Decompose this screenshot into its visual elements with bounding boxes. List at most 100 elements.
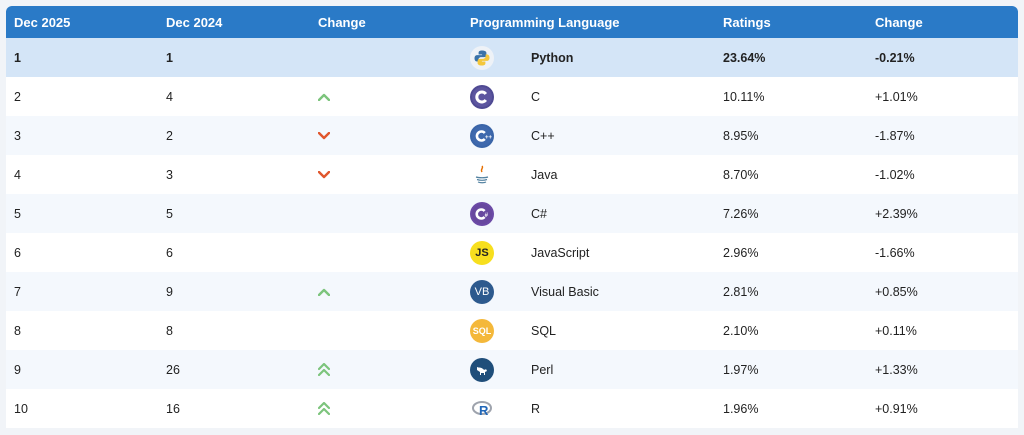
- c-logo-icon: [470, 84, 494, 109]
- language-logo-cell: #: [470, 201, 531, 226]
- language-name[interactable]: SQL: [531, 323, 557, 338]
- rating-value: 8.95%: [723, 128, 759, 143]
- language-name[interactable]: C#: [531, 206, 547, 221]
- rank-previous: 2: [166, 128, 173, 143]
- rank-previous: 5: [166, 206, 173, 221]
- logo-text: JS: [475, 246, 489, 259]
- rank-previous: 6: [166, 245, 173, 260]
- trend-up-icon: [318, 288, 470, 296]
- header-language[interactable]: Programming Language: [470, 14, 620, 30]
- rank-change-indicator: [318, 131, 470, 140]
- table-body: 1 1 Python 23.64% -0.21% 2 4 C 10.11% +1.01% 3 2 ++ C…: [6, 38, 1018, 428]
- csharp-logo-icon: #: [470, 201, 494, 226]
- r-logo-icon: R: [470, 396, 494, 421]
- language-name[interactable]: Python: [531, 50, 574, 65]
- logo-text: VB: [474, 285, 490, 298]
- language-logo-cell: [470, 45, 531, 70]
- rank-current: 9: [14, 362, 21, 377]
- rating-change: +0.11%: [875, 323, 917, 338]
- trend-down-icon: [318, 170, 470, 179]
- rank-previous: 1: [166, 50, 173, 65]
- rating-value: 1.97%: [723, 362, 759, 377]
- rating-change: -0.21%: [875, 50, 915, 65]
- table-row[interactable]: 7 9 VB Visual Basic 2.81% +0.85%: [6, 272, 1018, 311]
- language-logo-cell: JS: [470, 240, 531, 265]
- ranking-table: Dec 2025 Dec 2024 Change Programming Lan…: [6, 6, 1018, 428]
- header-ratings[interactable]: Ratings: [723, 14, 771, 30]
- language-name[interactable]: Java: [531, 167, 558, 182]
- language-logo-cell: [470, 84, 531, 109]
- trend-up-icon: [318, 93, 470, 101]
- java-logo-icon: [470, 162, 494, 187]
- rating-value: 10.11%: [723, 89, 765, 104]
- table-row[interactable]: 9 26 Perl 1.97% +1.33%: [6, 350, 1018, 389]
- language-name[interactable]: C++: [531, 128, 555, 143]
- table-header: Dec 2025 Dec 2024 Change Programming Lan…: [6, 6, 1018, 38]
- table-row[interactable]: 2 4 C 10.11% +1.01%: [6, 77, 1018, 116]
- rating-change: -1.87%: [875, 128, 915, 143]
- header-dec2025[interactable]: Dec 2025: [14, 14, 71, 30]
- table-row[interactable]: 3 2 ++ C++ 8.95% -1.87%: [6, 116, 1018, 155]
- visual-basic-logo-icon: VB: [470, 279, 494, 304]
- language-name[interactable]: C: [531, 89, 541, 104]
- language-logo-cell: SQL: [470, 318, 531, 343]
- logo-text: SQL: [472, 325, 492, 336]
- language-logo-cell: [470, 162, 531, 187]
- trend-up-double-icon: [318, 363, 470, 376]
- table-row[interactable]: 6 6 JS JavaScript 2.96% -1.66%: [6, 233, 1018, 272]
- rating-change: +1.01%: [875, 89, 918, 104]
- rating-value: 7.26%: [723, 206, 759, 221]
- rank-current: 5: [14, 206, 21, 221]
- rank-current: 1: [14, 50, 21, 65]
- header-change[interactable]: Change: [318, 14, 366, 30]
- rating-change: +0.85%: [875, 284, 918, 299]
- rating-change: -1.02%: [875, 167, 915, 182]
- cpp-logo-icon: ++: [470, 123, 494, 148]
- language-logo-cell: R: [470, 396, 531, 421]
- table-row[interactable]: 4 3 Java 8.70% -1.02%: [6, 155, 1018, 194]
- language-name[interactable]: R: [531, 401, 541, 416]
- rating-change: +0.91%: [875, 401, 918, 416]
- rating-change: +2.39%: [875, 206, 918, 221]
- rank-previous: 3: [166, 167, 173, 182]
- header-change-pct[interactable]: Change: [875, 14, 923, 30]
- table-row[interactable]: 8 8 SQL SQL 2.10% +0.11%: [6, 311, 1018, 350]
- header-dec2024[interactable]: Dec 2024: [166, 14, 223, 30]
- rank-current: 4: [14, 167, 21, 182]
- rank-change-indicator: [318, 170, 470, 179]
- rating-value: 23.64%: [723, 50, 766, 65]
- language-name[interactable]: JavaScript: [531, 245, 590, 260]
- rank-previous: 26: [166, 362, 180, 377]
- table-row[interactable]: 1 1 Python 23.64% -0.21%: [6, 38, 1018, 77]
- table-row[interactable]: 10 16 R R 1.96% +0.91%: [6, 389, 1018, 428]
- rank-current: 6: [14, 245, 21, 260]
- svg-text:R: R: [479, 403, 489, 418]
- python-logo-icon: [470, 45, 494, 70]
- trend-down-icon: [318, 131, 470, 140]
- rank-change-indicator: [318, 363, 470, 376]
- rating-value: 2.96%: [723, 245, 759, 260]
- sql-logo-icon: SQL: [470, 318, 494, 343]
- rank-current: 8: [14, 323, 21, 338]
- svg-text:++: ++: [485, 135, 493, 141]
- table-row[interactable]: 5 5 # C# 7.26% +2.39%: [6, 194, 1018, 233]
- rating-change: -1.66%: [875, 245, 915, 260]
- language-name[interactable]: Visual Basic: [531, 284, 599, 299]
- rating-value: 1.96%: [723, 401, 759, 416]
- language-logo-cell: VB: [470, 279, 531, 304]
- rank-previous: 4: [166, 89, 173, 104]
- language-logo-cell: [470, 357, 531, 382]
- svg-text:#: #: [485, 213, 489, 219]
- rating-value: 8.70%: [723, 167, 759, 182]
- rank-change-indicator: [318, 402, 470, 415]
- rank-current: 7: [14, 284, 21, 299]
- rank-current: 2: [14, 89, 21, 104]
- language-name[interactable]: Perl: [531, 362, 554, 377]
- trend-up-double-icon: [318, 402, 470, 415]
- javascript-logo-icon: JS: [470, 240, 494, 265]
- rank-change-indicator: [318, 288, 470, 296]
- rank-previous: 16: [166, 401, 180, 416]
- rating-change: +1.33%: [875, 362, 918, 377]
- rank-current: 3: [14, 128, 21, 143]
- rating-value: 2.10%: [723, 323, 759, 338]
